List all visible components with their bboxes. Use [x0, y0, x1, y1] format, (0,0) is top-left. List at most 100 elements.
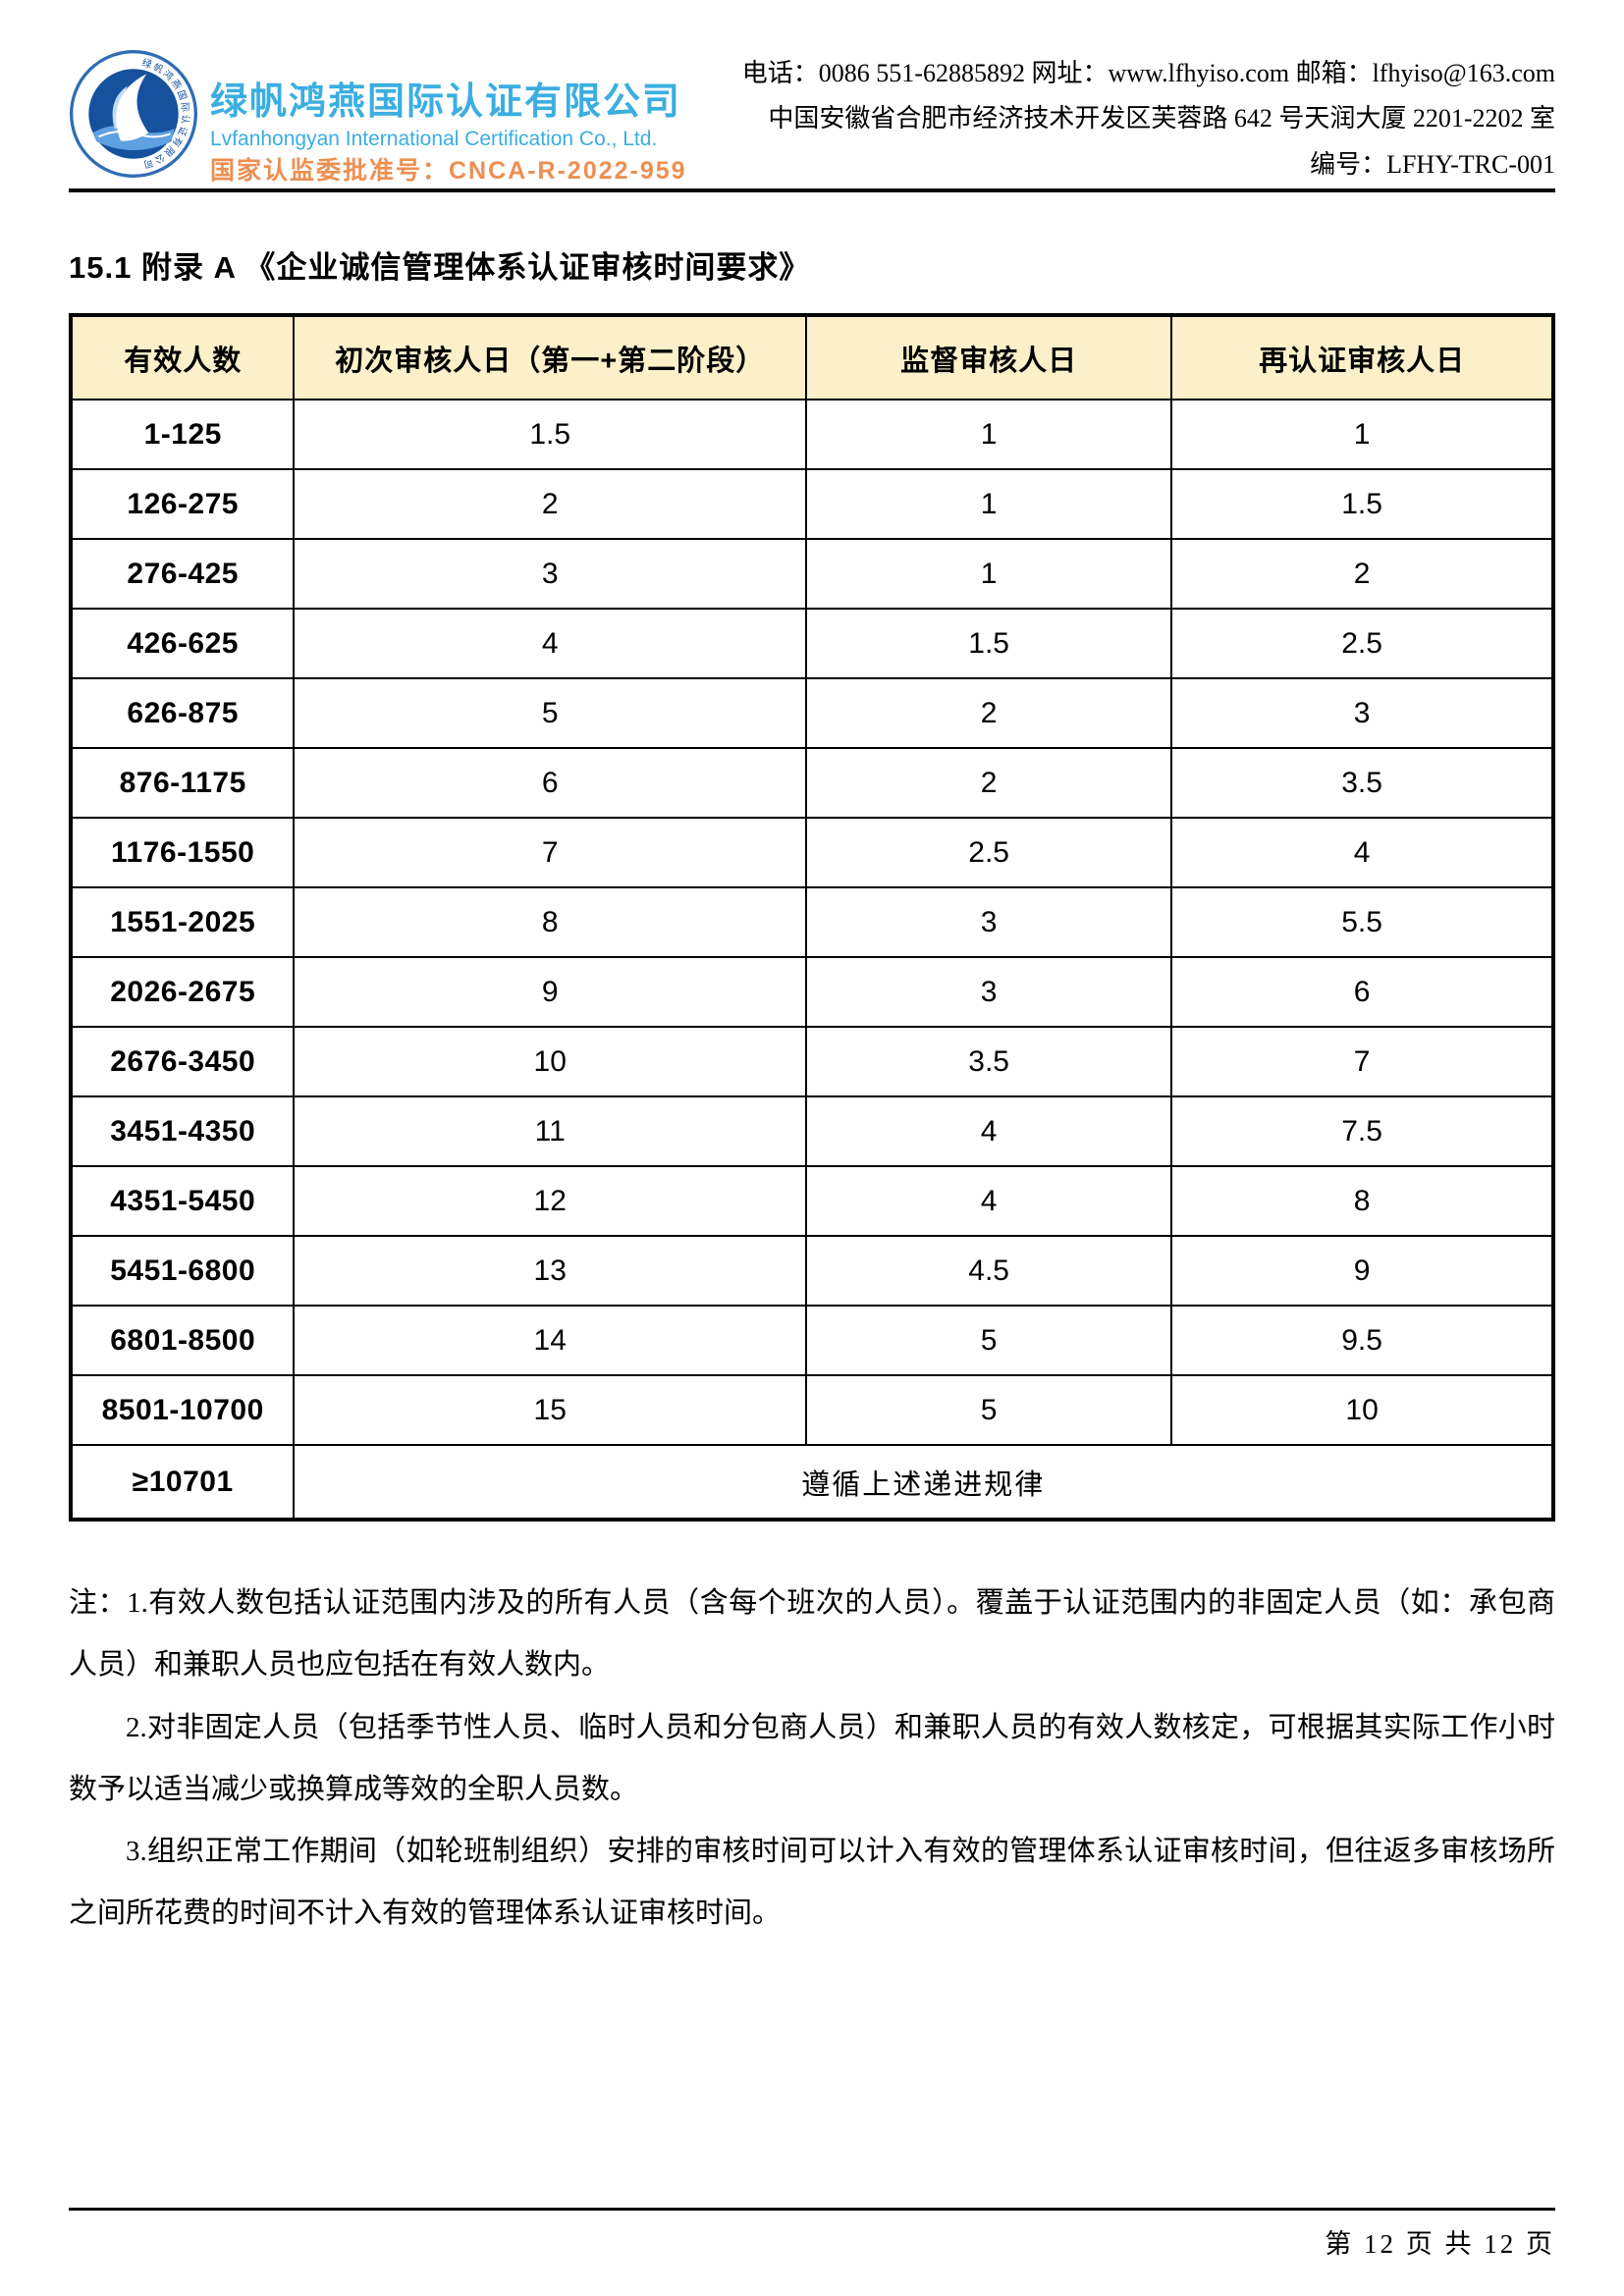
cell-recert-days: 9.5 [1170, 1305, 1554, 1377]
cell-initial-audit-days: 14 [293, 1305, 808, 1377]
cell-surveillance-days: 5 [805, 1305, 1173, 1377]
cell-progression-note: 遵循上述递进规律 [293, 1444, 1554, 1522]
cell-recert-days: 2 [1170, 538, 1554, 611]
cell-effective-range: 1551-2025 [69, 886, 296, 959]
cell-surveillance-days: 1 [805, 399, 1173, 471]
cell-effective-range: 6801-8500 [69, 1305, 296, 1377]
footer: 第 12 页 共 12 页 [69, 2208, 1555, 2261]
contact-line-address: 中国安徽省合肥市经济技术开发区芙蓉路 642 号天润大厦 2201-2202 室 [768, 104, 1555, 133]
cell-recert-days: 1.5 [1170, 468, 1554, 541]
cell-surveillance-days: 4.5 [805, 1235, 1173, 1308]
cell-recert-days: 1 [1170, 399, 1554, 471]
table-row: 126-275 2 1 1.5 [69, 468, 1554, 541]
cell-surveillance-days: 3 [805, 956, 1173, 1029]
cell-surveillance-days: 1 [805, 538, 1173, 611]
table-header-row: 有效人数 初次审核人日（第一+第二阶段） 监督审核人日 再认证审核人日 [69, 314, 1554, 401]
table-row: 276-425 3 1 2 [69, 538, 1554, 611]
cell-initial-audit-days: 1.5 [293, 399, 808, 471]
note-paragraph: 3.组织正常工作期间（如轮班制组织）安排的审核时间可以计入有效的管理体系认证审核… [69, 1836, 1555, 1930]
cell-surveillance-days: 4 [805, 1095, 1173, 1168]
cell-initial-audit-days: 8 [293, 886, 808, 959]
cell-surveillance-days: 3 [805, 886, 1173, 959]
table-row: 8501-10700 15 5 10 [69, 1374, 1554, 1447]
cell-surveillance-days: 1.5 [805, 608, 1173, 680]
approval-number: 国家认监委批准号：CNCA-R-2022-959 [210, 156, 687, 185]
cell-recert-days: 7.5 [1170, 1095, 1554, 1168]
cell-initial-audit-days: 2 [293, 468, 808, 541]
table-row: 2676-3450 10 3.5 7 [69, 1026, 1554, 1098]
header-divider [69, 188, 1555, 192]
cell-initial-audit-days: 9 [293, 956, 808, 1029]
header-brand-block: 绿帆鸿燕国际认证有限公司 绿帆鸿燕国际认证有限公司 Lvfanhongyan I… [69, 49, 687, 185]
table-row: 426-625 4 1.5 2.5 [69, 608, 1554, 680]
cell-effective-range: 8501-10700 [69, 1374, 296, 1447]
table-row: 2026-2675 9 3 6 [69, 956, 1554, 1029]
cell-effective-range: 3451-4350 [69, 1095, 296, 1168]
cell-recert-days: 3.5 [1170, 747, 1554, 820]
cell-recert-days: 8 [1170, 1165, 1554, 1238]
cell-surveillance-days: 5 [805, 1374, 1173, 1447]
document-number: 编号：LFHY-TRC-001 [1310, 149, 1555, 179]
cell-initial-audit-days: 12 [293, 1165, 808, 1238]
cell-effective-range: 2026-2675 [69, 956, 296, 1029]
cell-initial-audit-days: 13 [293, 1235, 808, 1308]
cell-recert-days: 7 [1170, 1026, 1554, 1098]
table-row: 5451-6800 13 4.5 9 [69, 1235, 1554, 1308]
cell-effective-range: 2676-3450 [69, 1026, 296, 1098]
table-row: 4351-5450 12 4 8 [69, 1165, 1554, 1238]
cell-effective-range: 1-125 [69, 399, 296, 471]
cell-recert-days: 2.5 [1170, 608, 1554, 680]
main-content: 15.1 附录 A 《企业诚信管理体系认证审核时间要求》 有效人数 初次审核人日… [69, 188, 1555, 1946]
cell-effective-range: 5451-6800 [69, 1235, 296, 1308]
cell-surveillance-days: 2 [805, 677, 1173, 750]
cell-initial-audit-days: 4 [293, 608, 808, 680]
company-name-en: Lvfanhongyan International Certification… [210, 127, 658, 150]
col-header-effective-staff: 有效人数 [69, 314, 296, 401]
col-header-surveillance-audit: 监督审核人日 [805, 314, 1173, 401]
table-row: 1551-2025 8 3 5.5 [69, 886, 1554, 959]
cell-effective-range: 4351-5450 [69, 1165, 296, 1238]
table-row: 3451-4350 11 4 7.5 [69, 1095, 1554, 1168]
note-paragraph: 2.对非固定人员（包括季节性人员、临时人员和分包商人员）和兼职人员的有效人数核定… [69, 1711, 1555, 1805]
contact-info-block: 电话：0086 551-62885892 网址：www.lfhyiso.com … [742, 49, 1555, 193]
cell-effective-range: 276-425 [69, 538, 296, 611]
cell-initial-audit-days: 10 [293, 1026, 808, 1098]
page-number: 第 12 页 共 12 页 [1325, 2229, 1555, 2259]
cell-surveillance-days: 2.5 [805, 817, 1173, 889]
table-row: 876-1175 6 2 3.5 [69, 747, 1554, 820]
cell-initial-audit-days: 3 [293, 538, 808, 611]
cell-recert-days: 9 [1170, 1235, 1554, 1308]
cell-effective-range: 876-1175 [69, 747, 296, 820]
cell-initial-audit-days: 6 [293, 747, 808, 820]
cell-initial-audit-days: 15 [293, 1374, 808, 1447]
cell-effective-range: 1176-1550 [69, 817, 296, 889]
col-header-initial-audit: 初次审核人日（第一+第二阶段） [293, 314, 808, 401]
cell-recert-days: 6 [1170, 956, 1554, 1029]
cell-recert-days: 5.5 [1170, 886, 1554, 959]
company-logo-icon: 绿帆鸿燕国际认证有限公司 [69, 49, 198, 179]
table-row: 1176-1550 7 2.5 4 [69, 817, 1554, 889]
company-name-cn: 绿帆鸿燕国际认证有限公司 [210, 81, 682, 123]
table-row: 1-125 1.5 1 1 [69, 399, 1554, 471]
table-row: 626-875 5 2 3 [69, 677, 1554, 750]
table-row-span: ≥10701 遵循上述递进规律 [69, 1444, 1554, 1522]
cell-initial-audit-days: 7 [293, 817, 808, 889]
notes-section: 注：1.有效人数包括认证范围内涉及的所有人员（含每个班次的人员）。覆盖于认证范围… [69, 1573, 1555, 1945]
cell-surveillance-days: 4 [805, 1165, 1173, 1238]
cell-initial-audit-days: 5 [293, 677, 808, 750]
cell-surveillance-days: 1 [805, 468, 1173, 541]
section-title: 15.1 附录 A 《企业诚信管理体系认证审核时间要求》 [69, 250, 811, 285]
table-row: 6801-8500 14 5 9.5 [69, 1305, 1554, 1377]
cell-effective-range: 626-875 [69, 677, 296, 750]
cell-recert-days: 4 [1170, 817, 1554, 889]
brand-text-block: 绿帆鸿燕国际认证有限公司 Lvfanhongyan International … [210, 49, 687, 185]
cell-effective-range: 426-625 [69, 608, 296, 680]
cell-initial-audit-days: 11 [293, 1095, 808, 1168]
cell-surveillance-days: 3.5 [805, 1026, 1173, 1098]
cell-surveillance-days: 2 [805, 747, 1173, 820]
cell-recert-days: 10 [1170, 1374, 1554, 1447]
header: 绿帆鸿燕国际认证有限公司 绿帆鸿燕国际认证有限公司 Lvfanhongyan I… [69, 49, 1555, 193]
audit-time-table: 有效人数 初次审核人日（第一+第二阶段） 监督审核人日 再认证审核人日 1-12… [69, 313, 1555, 1522]
note-paragraph: 注：1.有效人数包括认证范围内涉及的所有人员（含每个班次的人员）。覆盖于认证范围… [69, 1587, 1555, 1682]
